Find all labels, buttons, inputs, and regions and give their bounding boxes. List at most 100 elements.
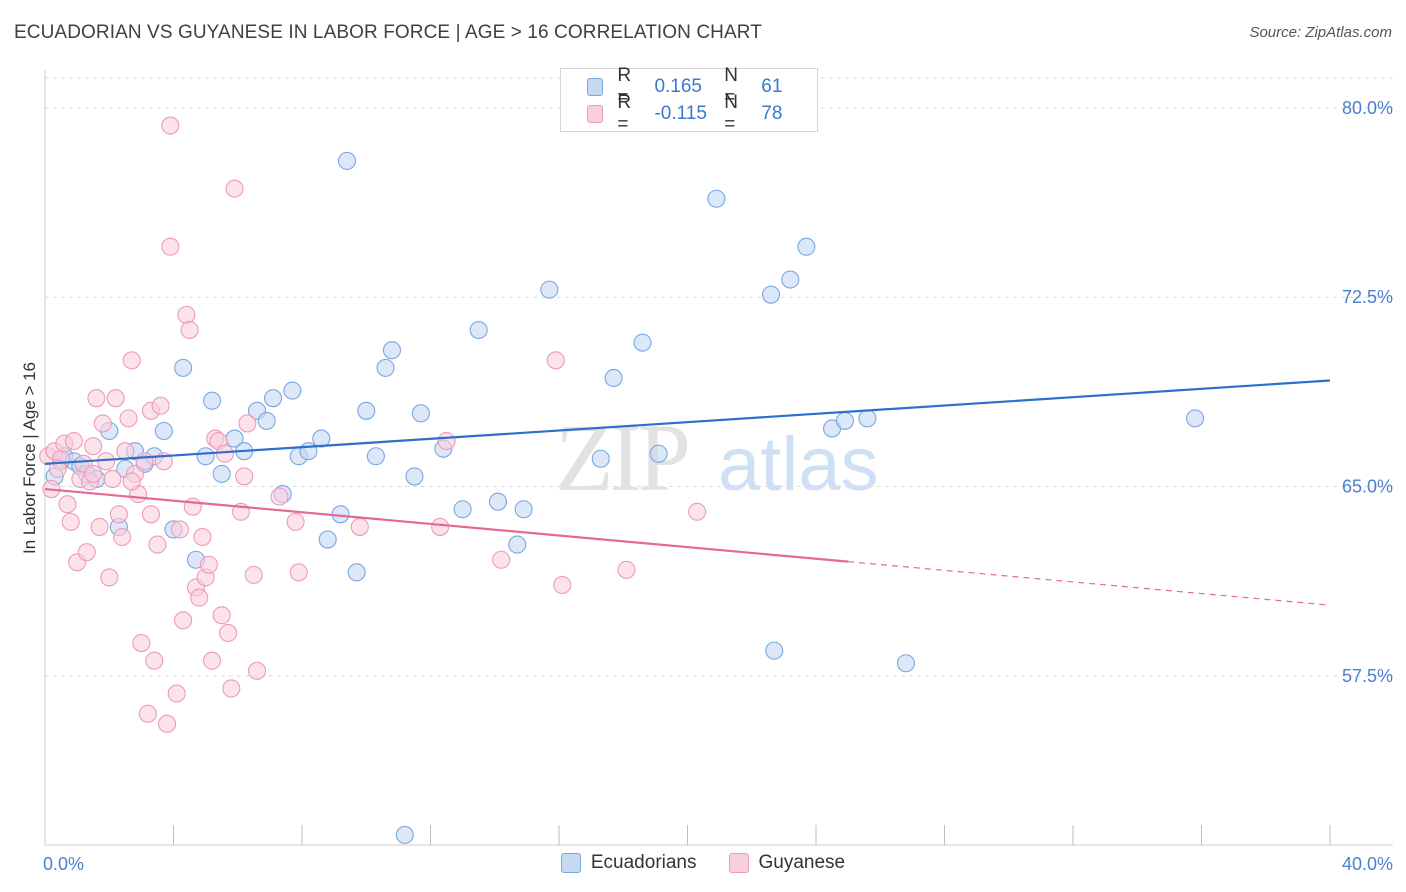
guyanese-point[interactable] xyxy=(286,512,305,531)
guyanese-point[interactable] xyxy=(100,568,119,587)
guyanese-point[interactable] xyxy=(437,432,456,451)
guyanese-point[interactable] xyxy=(190,588,209,607)
guyanese-point[interactable] xyxy=(90,517,109,536)
guyanese-point[interactable] xyxy=(138,704,157,723)
guyanese-point[interactable] xyxy=(431,517,450,536)
guyanese-point[interactable] xyxy=(84,464,103,483)
guyanese-point[interactable] xyxy=(193,527,212,547)
ecuadorians-point[interactable] xyxy=(337,151,357,170)
series-legend-ecuadorians[interactable]: Ecuadorians xyxy=(560,852,697,874)
ecuadorians-point[interactable] xyxy=(395,825,414,844)
guyanese-point[interactable] xyxy=(219,623,238,642)
ecuadorians-point[interactable] xyxy=(347,563,366,582)
ecuadorians-point[interactable] xyxy=(257,411,276,430)
ecuadorians-point[interactable] xyxy=(264,389,283,408)
guyanese-point[interactable] xyxy=(132,633,151,653)
guyanese-point[interactable] xyxy=(58,495,77,514)
guyanese-point[interactable] xyxy=(174,611,193,630)
ecuadorians-point[interactable] xyxy=(299,442,318,461)
ecuadorians-point[interactable] xyxy=(633,333,652,352)
guyanese-point[interactable] xyxy=(617,560,636,579)
guyanese-point[interactable] xyxy=(492,550,511,569)
chart-title: ECUADORIAN VS GUYANESE IN LABOR FORCE | … xyxy=(14,22,762,43)
guyanese-point[interactable] xyxy=(61,512,80,531)
ecuadorians-point[interactable] xyxy=(411,404,430,423)
guyanese-point[interactable] xyxy=(48,459,67,478)
ecuadorians-point[interactable] xyxy=(896,654,916,673)
guyanese-point[interactable] xyxy=(119,409,138,428)
ecuadorians-point[interactable] xyxy=(604,368,623,388)
guyanese-point[interactable] xyxy=(212,606,231,625)
ecuadorians-point[interactable] xyxy=(212,464,231,483)
ecuadorians-point[interactable] xyxy=(366,447,385,466)
guyanese-point[interactable] xyxy=(135,452,154,471)
ecuadorians-point[interactable] xyxy=(781,270,800,289)
guyanese-point[interactable] xyxy=(87,389,106,408)
guyanese-point[interactable] xyxy=(222,679,241,698)
guyanese-point[interactable] xyxy=(350,517,369,536)
guyanese-point[interactable] xyxy=(103,469,122,489)
ecuadorians-point[interactable] xyxy=(357,401,376,420)
guyanese-point[interactable] xyxy=(158,714,177,733)
guyanese-point[interactable] xyxy=(148,535,167,554)
guyanese-point[interactable] xyxy=(180,320,199,340)
y-tick-label: 65.0% xyxy=(1342,477,1393,497)
ecuadorians-point[interactable] xyxy=(318,530,337,549)
ecuadorians-point[interactable] xyxy=(649,444,668,463)
guyanese-point[interactable] xyxy=(161,116,180,135)
guyanese-point[interactable] xyxy=(225,179,244,198)
ecuadorians-point[interactable] xyxy=(283,381,302,400)
ecuadorians-point[interactable] xyxy=(154,421,173,441)
guyanese-point[interactable] xyxy=(289,563,308,582)
ecuadorians-point[interactable] xyxy=(591,449,610,468)
guyanese-point[interactable] xyxy=(244,565,263,584)
guyanese-point[interactable] xyxy=(77,543,96,562)
guyanese-point[interactable] xyxy=(199,555,218,574)
ecuadorians-point[interactable] xyxy=(312,429,331,448)
guyanese-point[interactable] xyxy=(93,414,112,433)
ecuadorians-point[interactable] xyxy=(382,341,402,360)
ecuadorians-point[interactable] xyxy=(488,492,508,511)
guyanese-point[interactable] xyxy=(215,444,234,463)
guyanese-point[interactable] xyxy=(145,651,164,670)
ecuadorians-point[interactable] xyxy=(761,285,781,304)
ecuadorians-point[interactable] xyxy=(174,358,193,377)
guyanese-point[interactable] xyxy=(161,237,180,256)
guyanese-point[interactable] xyxy=(122,472,141,491)
guyanese-point[interactable] xyxy=(64,432,83,451)
ecuadorians-point[interactable] xyxy=(196,447,215,466)
ecuadorians-point[interactable] xyxy=(405,467,424,486)
ecuadorians-point[interactable] xyxy=(540,280,559,299)
guyanese-point[interactable] xyxy=(203,651,222,670)
guyanese-point[interactable] xyxy=(113,527,132,547)
guyanese-point[interactable] xyxy=(141,505,161,524)
ecuadorians-point[interactable] xyxy=(835,411,854,430)
guyanese-point[interactable] xyxy=(122,351,141,370)
ecuadorians-point[interactable] xyxy=(1186,409,1205,428)
guyanese-point[interactable] xyxy=(151,396,170,415)
ecuadorians-point[interactable] xyxy=(508,535,527,554)
guyanese-point[interactable] xyxy=(235,467,254,486)
series-legend-guyanese[interactable]: Guyanese xyxy=(728,852,845,874)
guyanese-point[interactable] xyxy=(109,505,128,524)
guyanese-point[interactable] xyxy=(84,437,103,456)
ecuadorians-point[interactable] xyxy=(707,189,726,208)
guyanese-point[interactable] xyxy=(270,487,289,506)
guyanese-point[interactable] xyxy=(546,351,565,370)
ecuadorians-point[interactable] xyxy=(453,500,472,519)
ecuadorians-point[interactable] xyxy=(203,391,222,410)
guyanese-point[interactable] xyxy=(247,661,267,680)
guyanese-point[interactable] xyxy=(170,520,189,539)
guyanese-point[interactable] xyxy=(177,305,196,324)
ecuadorians-point[interactable] xyxy=(797,237,816,256)
ecuadorians-point[interactable] xyxy=(765,641,784,660)
guyanese-point[interactable] xyxy=(553,575,572,595)
ecuadorians-point[interactable] xyxy=(376,358,395,377)
ecuadorians-point[interactable] xyxy=(514,500,533,519)
guyanese-point[interactable] xyxy=(106,389,125,408)
guyanese-point[interactable] xyxy=(167,684,186,703)
ecuadorians-point[interactable] xyxy=(858,409,877,428)
guyanese-point[interactable] xyxy=(238,414,257,433)
ecuadorians-point[interactable] xyxy=(469,320,488,340)
guyanese-point[interactable] xyxy=(688,502,707,521)
